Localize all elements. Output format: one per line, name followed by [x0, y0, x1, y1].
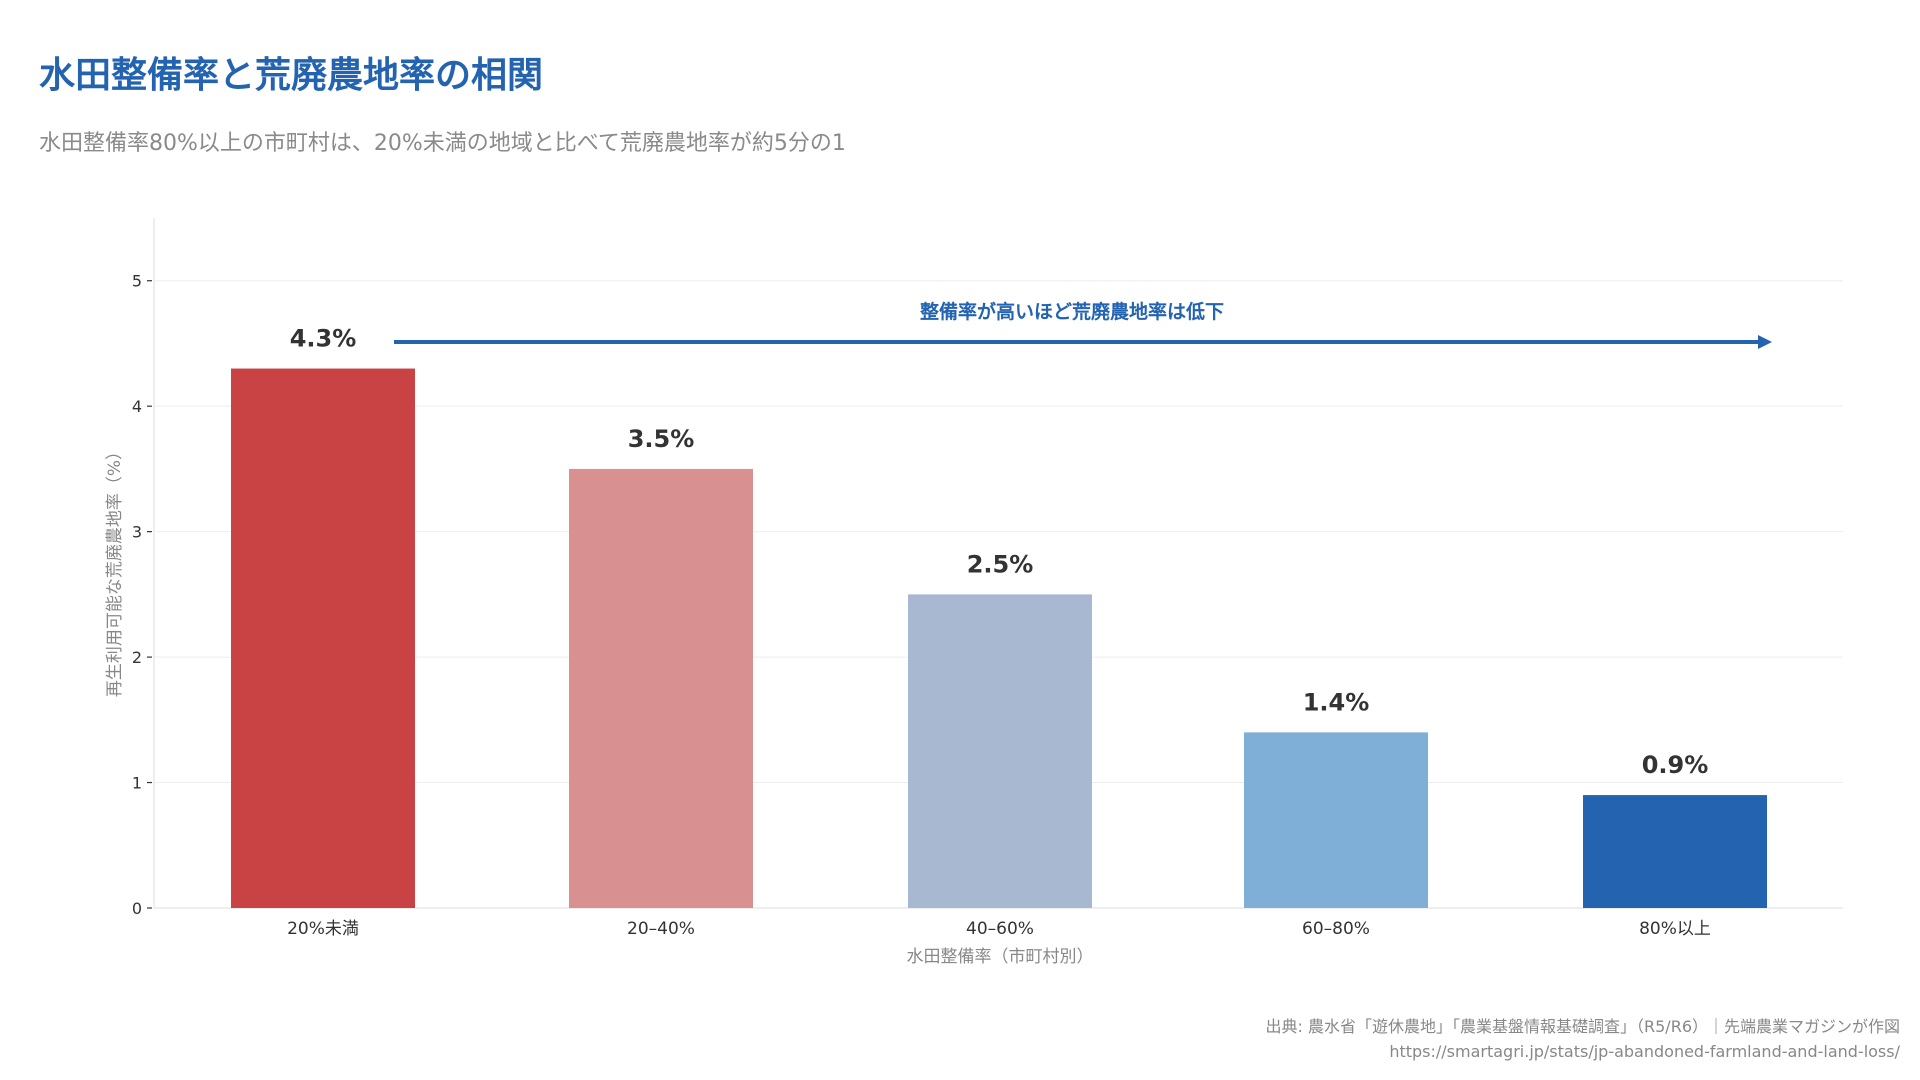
trend-arrow-head [1758, 335, 1772, 349]
bar-data-label: 4.3% [290, 325, 357, 353]
y-axis-label: 再生利用可能な荒廃農地率（%） [105, 443, 125, 697]
x-tick-label: 80%以上 [1639, 919, 1711, 939]
bar [908, 594, 1092, 908]
x-tick-label: 20–40% [627, 919, 695, 939]
x-tick-label: 20%未満 [287, 919, 359, 939]
trend-annotation: 整備率が高いほど荒廃農地率は低下 [920, 300, 1224, 323]
y-tick-label: 0 [132, 899, 142, 918]
page-subtitle: 水田整備率80%以上の市町村は、20%未満の地域と比べて荒廃農地率が約5分の1 [39, 131, 846, 156]
source-url[interactable]: https://smartagri.jp/stats/jp-abandoned-… [1389, 1042, 1900, 1061]
bar [569, 468, 753, 908]
y-tick-label: 4 [132, 397, 142, 416]
x-tick-label: 60–80% [1302, 919, 1370, 939]
x-axis-label: 水田整備率（市町村別） [907, 947, 1094, 967]
bar-chart: 0 1 2 3 4 5 4.3% 20%未満 3.5% 20–40% 2.5% 40–60% 1.4%… [105, 218, 1843, 967]
y-tick-label: 5 [132, 272, 142, 291]
bar [1244, 732, 1428, 908]
page-title: 水田整備率と荒廃農地率の相関 [39, 55, 544, 96]
y-tick-label: 3 [132, 523, 142, 542]
y-tick-label: 2 [132, 648, 142, 667]
bar-data-label: 2.5% [967, 550, 1034, 578]
bar [231, 368, 415, 909]
bar-data-label: 1.4% [1303, 688, 1370, 716]
bar-data-label: 3.5% [628, 425, 695, 453]
source-note: 出典: 農水省「遊休農地」「農業基盤情報基礎調査」（R5/R6）｜先端農業マガジ… [1265, 1017, 1900, 1036]
bar-data-label: 0.9% [1642, 751, 1709, 779]
y-tick-label: 1 [132, 774, 142, 793]
x-tick-label: 40–60% [966, 919, 1034, 939]
bar [1583, 795, 1767, 908]
